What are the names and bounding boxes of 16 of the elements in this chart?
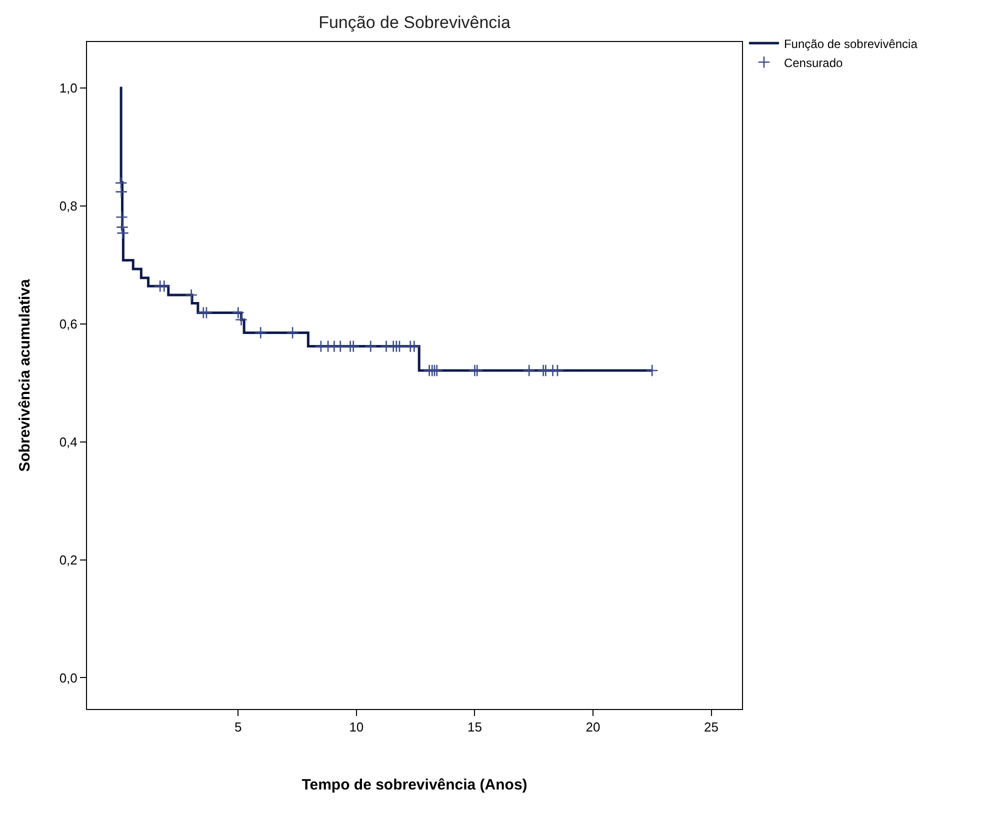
x-tick-label: 5 [234,720,242,735]
y-tick-label: 0,4 [59,434,78,450]
y-axis-title: Sobrevivência acumulativa [16,278,34,472]
y-tick-label: 0,6 [59,316,78,332]
x-tick-label: 25 [704,720,718,735]
legend-label: Função de sobrevivência [784,36,918,51]
y-tick-label: 0,0 [59,670,78,686]
x-tick-label: 15 [467,720,482,735]
y-tick-label: 1,0 [59,80,78,96]
chart-title: Função de Sobrevivência [318,12,511,32]
y-tick-label: 0,8 [59,198,78,214]
x-tick-label: 10 [349,720,364,735]
y-tick-label: 0,2 [59,552,78,568]
x-axis-title: Tempo de sobrevivência (Anos) [302,776,528,794]
legend-label: Censurado [784,56,843,70]
x-tick-label: 20 [586,720,600,735]
